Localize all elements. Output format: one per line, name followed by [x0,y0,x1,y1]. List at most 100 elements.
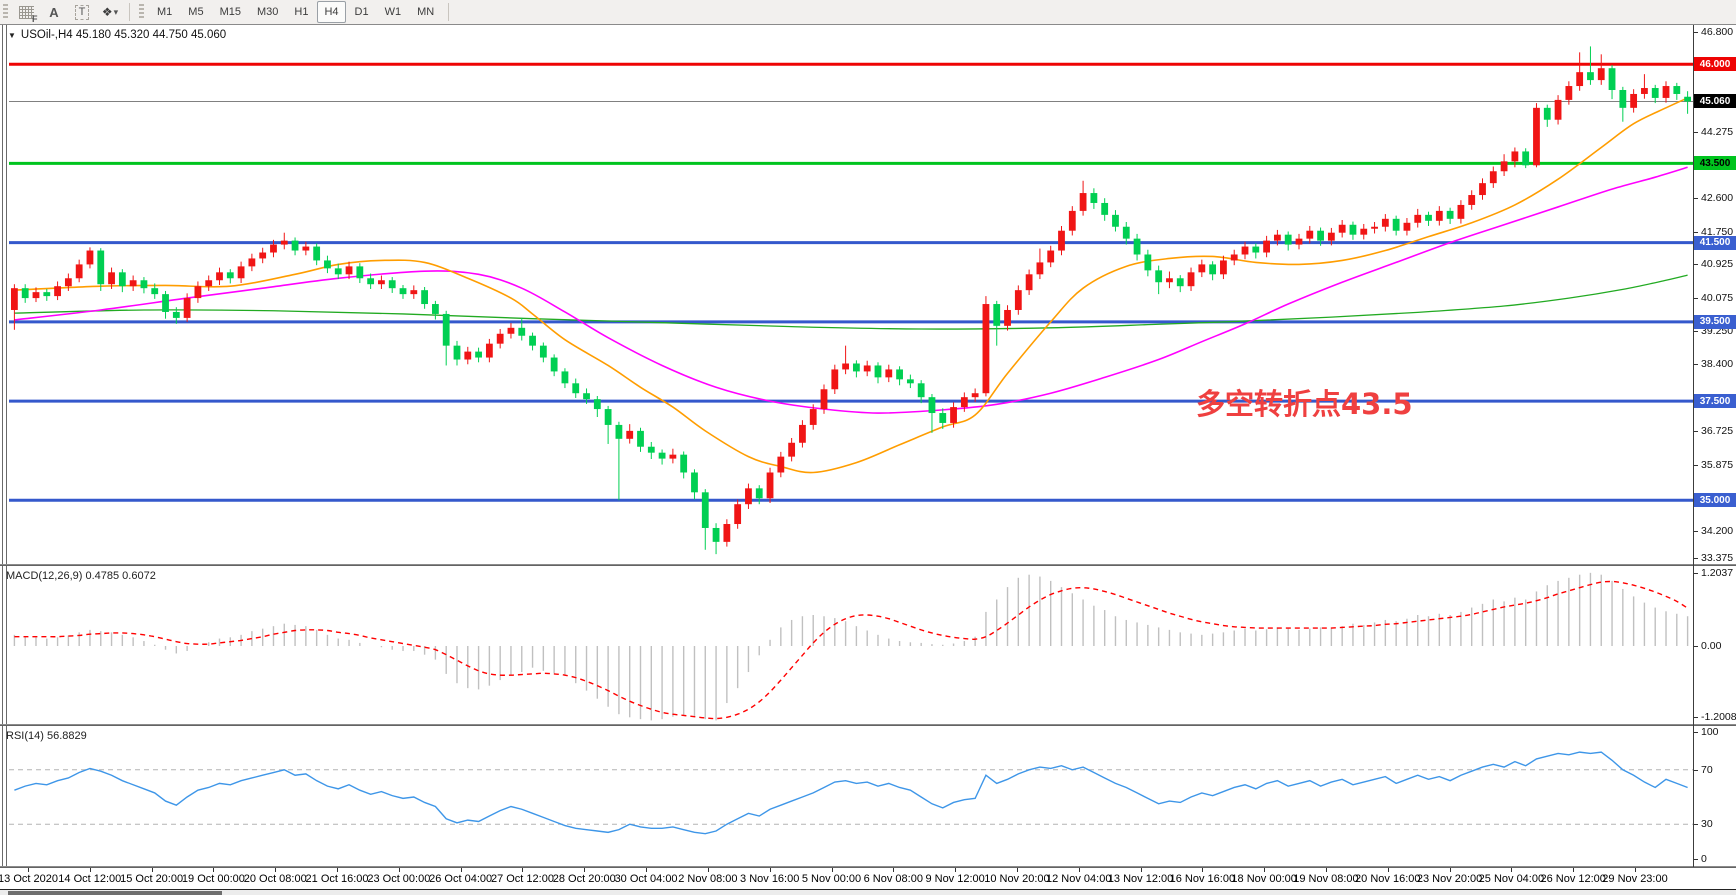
rsi-label: RSI(14) 56.8829 [6,730,87,742]
price-level-badge: 41.500 [1694,235,1736,250]
timeframe-button-W1[interactable]: W1 [384,6,402,18]
time-axis-label: 12 Nov 04:00 [1046,873,1112,885]
timeframe-button-H1[interactable]: H1 [294,6,309,18]
time-axis-tick [831,868,833,872]
price-level-badge: 37.500 [1694,394,1736,409]
chevron-down-icon: ▾ [113,6,119,17]
time-axis-label: 2 Nov 08:00 [678,873,738,885]
macd-indicator-panel[interactable] [9,566,1693,724]
time-axis-tick [213,868,215,872]
timeframe-button-M30[interactable]: M30 [256,6,279,18]
text-box-button[interactable]: T [69,1,95,23]
time-axis-tick [1449,868,1451,872]
time-axis-tick [1202,868,1204,872]
time-axis-tick [1078,868,1080,872]
time-axis-label: 23 Oct 00:00 [367,873,431,885]
time-axis-label: 21 Oct 16:00 [305,873,369,885]
toolbar-grip[interactable] [139,4,144,20]
rsi-axis-label: 100 [1694,726,1736,738]
time-axis-tick [275,868,277,872]
macd-axis: 1.2037 0.00 -1.2008 [1694,566,1736,724]
time-axis-tick [398,868,400,872]
time-axis-label: 6 Nov 08:00 [863,873,923,885]
chart-dropdown-icon[interactable]: ▼ [8,30,16,40]
price-axis-label: 36.725 [1694,425,1736,437]
time-axis-label: 19 Oct 00:00 [181,873,245,885]
time-axis[interactable]: 13 Oct 2020 14 Oct 12:00 15 Oct 20:00 19 Oc… [0,868,1736,889]
price-axis-border [1693,25,1694,867]
price-axis[interactable]: 46.800 44.275 42.600 41.750 40.925 40.075 39.2… [1694,25,1736,564]
timeframe-button-M15[interactable]: M15 [219,6,241,18]
time-axis-label: 10 Nov 20:00 [984,873,1050,885]
rsi-axis-label: 0 [1694,853,1736,865]
time-axis-label: 9 Nov 12:00 [925,873,985,885]
time-axis-tick [337,868,339,872]
time-axis-tick [1140,868,1142,872]
time-axis-label: 30 Oct 04:00 [614,873,678,885]
timeframe-button-H4[interactable]: H4 [317,1,346,23]
horizontal-level-lines [9,62,1693,502]
time-axis-label: 27 Oct 12:00 [490,873,554,885]
price-axis-label: 46.800 [1694,26,1736,38]
time-axis-label: 16 Nov 16:00 [1169,873,1236,885]
chart-window: ▼ USOil-,H4 45.180 45.320 44.750 45.060 … [0,24,1736,895]
time-axis-label: 28 Oct 20:00 [552,873,616,885]
time-axis-tick [1511,868,1513,872]
time-axis-label: 5 Nov 00:00 [801,873,862,885]
rsi-axis-label: 30 [1694,818,1736,830]
macd-axis-label: 0.00 [1694,640,1736,652]
timeframe-button-M1[interactable]: M1 [157,6,173,18]
timeframe-button-D1[interactable]: D1 [354,6,369,18]
toolbar-grip[interactable] [3,4,8,20]
time-axis-tick [89,868,91,872]
timeframe-button-M5[interactable]: M5 [188,6,204,18]
price-level-badge: 35.000 [1694,493,1736,508]
main-price-chart[interactable] [9,25,1693,564]
time-axis-label: 14 Oct 12:00 [58,873,122,885]
rsi-indicator-panel[interactable] [9,726,1693,866]
price-axis-label: 38.400 [1694,358,1736,370]
horizontal-scrollbar-thumb[interactable] [8,891,222,895]
arrows-icon: ❖ [101,5,113,19]
time-axis-label: 26 Oct 04:00 [429,873,493,885]
letter-a-icon: A [49,4,59,20]
time-axis-label: 20 Nov 16:00 [1355,873,1421,885]
toolbar-separator [448,3,450,21]
candles [10,46,1692,555]
price-axis-label: 40.925 [1694,258,1736,270]
time-axis-tick [1325,868,1327,872]
time-axis-label: 18 Nov 00:00 [1231,873,1297,885]
time-axis-tick [28,868,29,872]
time-axis-tick [893,868,895,872]
arrow-objects-button[interactable]: ❖ ▾ [97,1,123,23]
letter-t-icon: T [74,4,90,20]
text-label-button[interactable]: A [41,1,67,23]
time-axis-tick [460,868,462,872]
moving-averages [14,97,1688,474]
panel-separator[interactable] [0,724,1736,726]
grid-objects-button[interactable]: F [13,1,39,24]
chart-annotation-text: 多空转折点43.5 [1196,387,1413,421]
price-level-badge: 39.500 [1694,314,1736,329]
timeframe-button-MN[interactable]: MN [417,6,435,18]
time-axis-tick [769,868,771,872]
window-left-edge [0,25,9,889]
rsi-axis: 100 70 30 0 [1694,726,1736,866]
time-axis-tick [707,868,709,872]
bottom-scroll-area [0,889,1736,895]
price-axis-label: 41.750 [1694,226,1736,238]
price-level-badge: 43.500 [1694,156,1736,171]
price-axis-label: 44.275 [1694,126,1736,138]
grid-f-icon: F [18,5,38,24]
time-axis-tick [151,868,153,872]
price-axis-label: 40.075 [1694,292,1736,304]
time-axis-tick [1635,868,1636,872]
panel-separator[interactable] [0,866,1736,868]
macd-label: MACD(12,26,9) 0.4785 0.6072 [6,570,156,582]
time-axis-label: 13 Oct 2020 [0,873,58,885]
chart-title-row: ▼ USOil-,H4 45.180 45.320 44.750 45.060 [8,29,226,41]
panel-separator[interactable] [0,564,1736,566]
time-axis-label: 25 Nov 04:00 [1478,873,1545,885]
time-axis-tick [1264,868,1266,872]
